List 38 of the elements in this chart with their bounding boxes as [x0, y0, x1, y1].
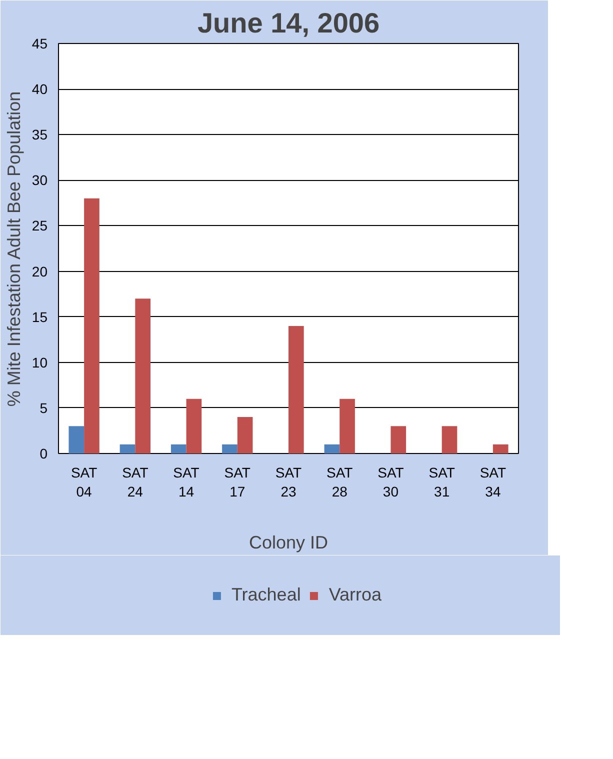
bar	[324, 444, 340, 454]
bar	[170, 444, 186, 454]
bar	[288, 326, 304, 454]
y-tick-label: 25	[32, 218, 48, 234]
y-tick-label: 45	[32, 36, 48, 52]
y-axis-title: % Mite Infestation Adult Bee Population	[4, 91, 24, 407]
bar	[390, 426, 406, 454]
y-tick-label: 40	[32, 81, 48, 98]
bar	[135, 298, 150, 454]
x-tick-label: SAT 30	[378, 464, 404, 500]
bar	[492, 444, 508, 454]
x-axis-title: Colony ID	[248, 532, 328, 553]
chart-title: June 14, 2006	[197, 8, 380, 38]
y-tick-label: 5	[40, 400, 48, 416]
x-tick-label: SAT 31	[428, 464, 456, 500]
bar	[442, 426, 458, 454]
y-tick-label: 35	[32, 126, 48, 143]
legend-label: Tracheal	[231, 584, 301, 606]
bar	[68, 426, 84, 454]
x-tick-label: SAT 28	[326, 464, 354, 500]
bar	[84, 198, 100, 454]
y-tick-label: 30	[32, 172, 48, 188]
bar	[120, 444, 136, 454]
x-tick-label: SAT 23	[275, 464, 302, 500]
bar	[340, 398, 355, 454]
y-tick-label: 10	[32, 354, 48, 370]
y-tick-label: 20	[32, 263, 48, 280]
x-tick-label: SAT 17	[224, 464, 251, 500]
x-tick-label: SAT 34	[480, 464, 506, 500]
bar	[222, 444, 238, 454]
x-tick-label: SAT 04	[70, 464, 98, 500]
x-tick-label: SAT 14	[173, 464, 200, 500]
y-tick-label: 15	[32, 308, 48, 325]
bar	[237, 417, 253, 454]
legend-label: Varroa	[328, 584, 382, 606]
x-tick-label: SAT 24	[122, 464, 149, 500]
y-tick-label: 0	[40, 446, 48, 462]
bar	[186, 398, 202, 454]
